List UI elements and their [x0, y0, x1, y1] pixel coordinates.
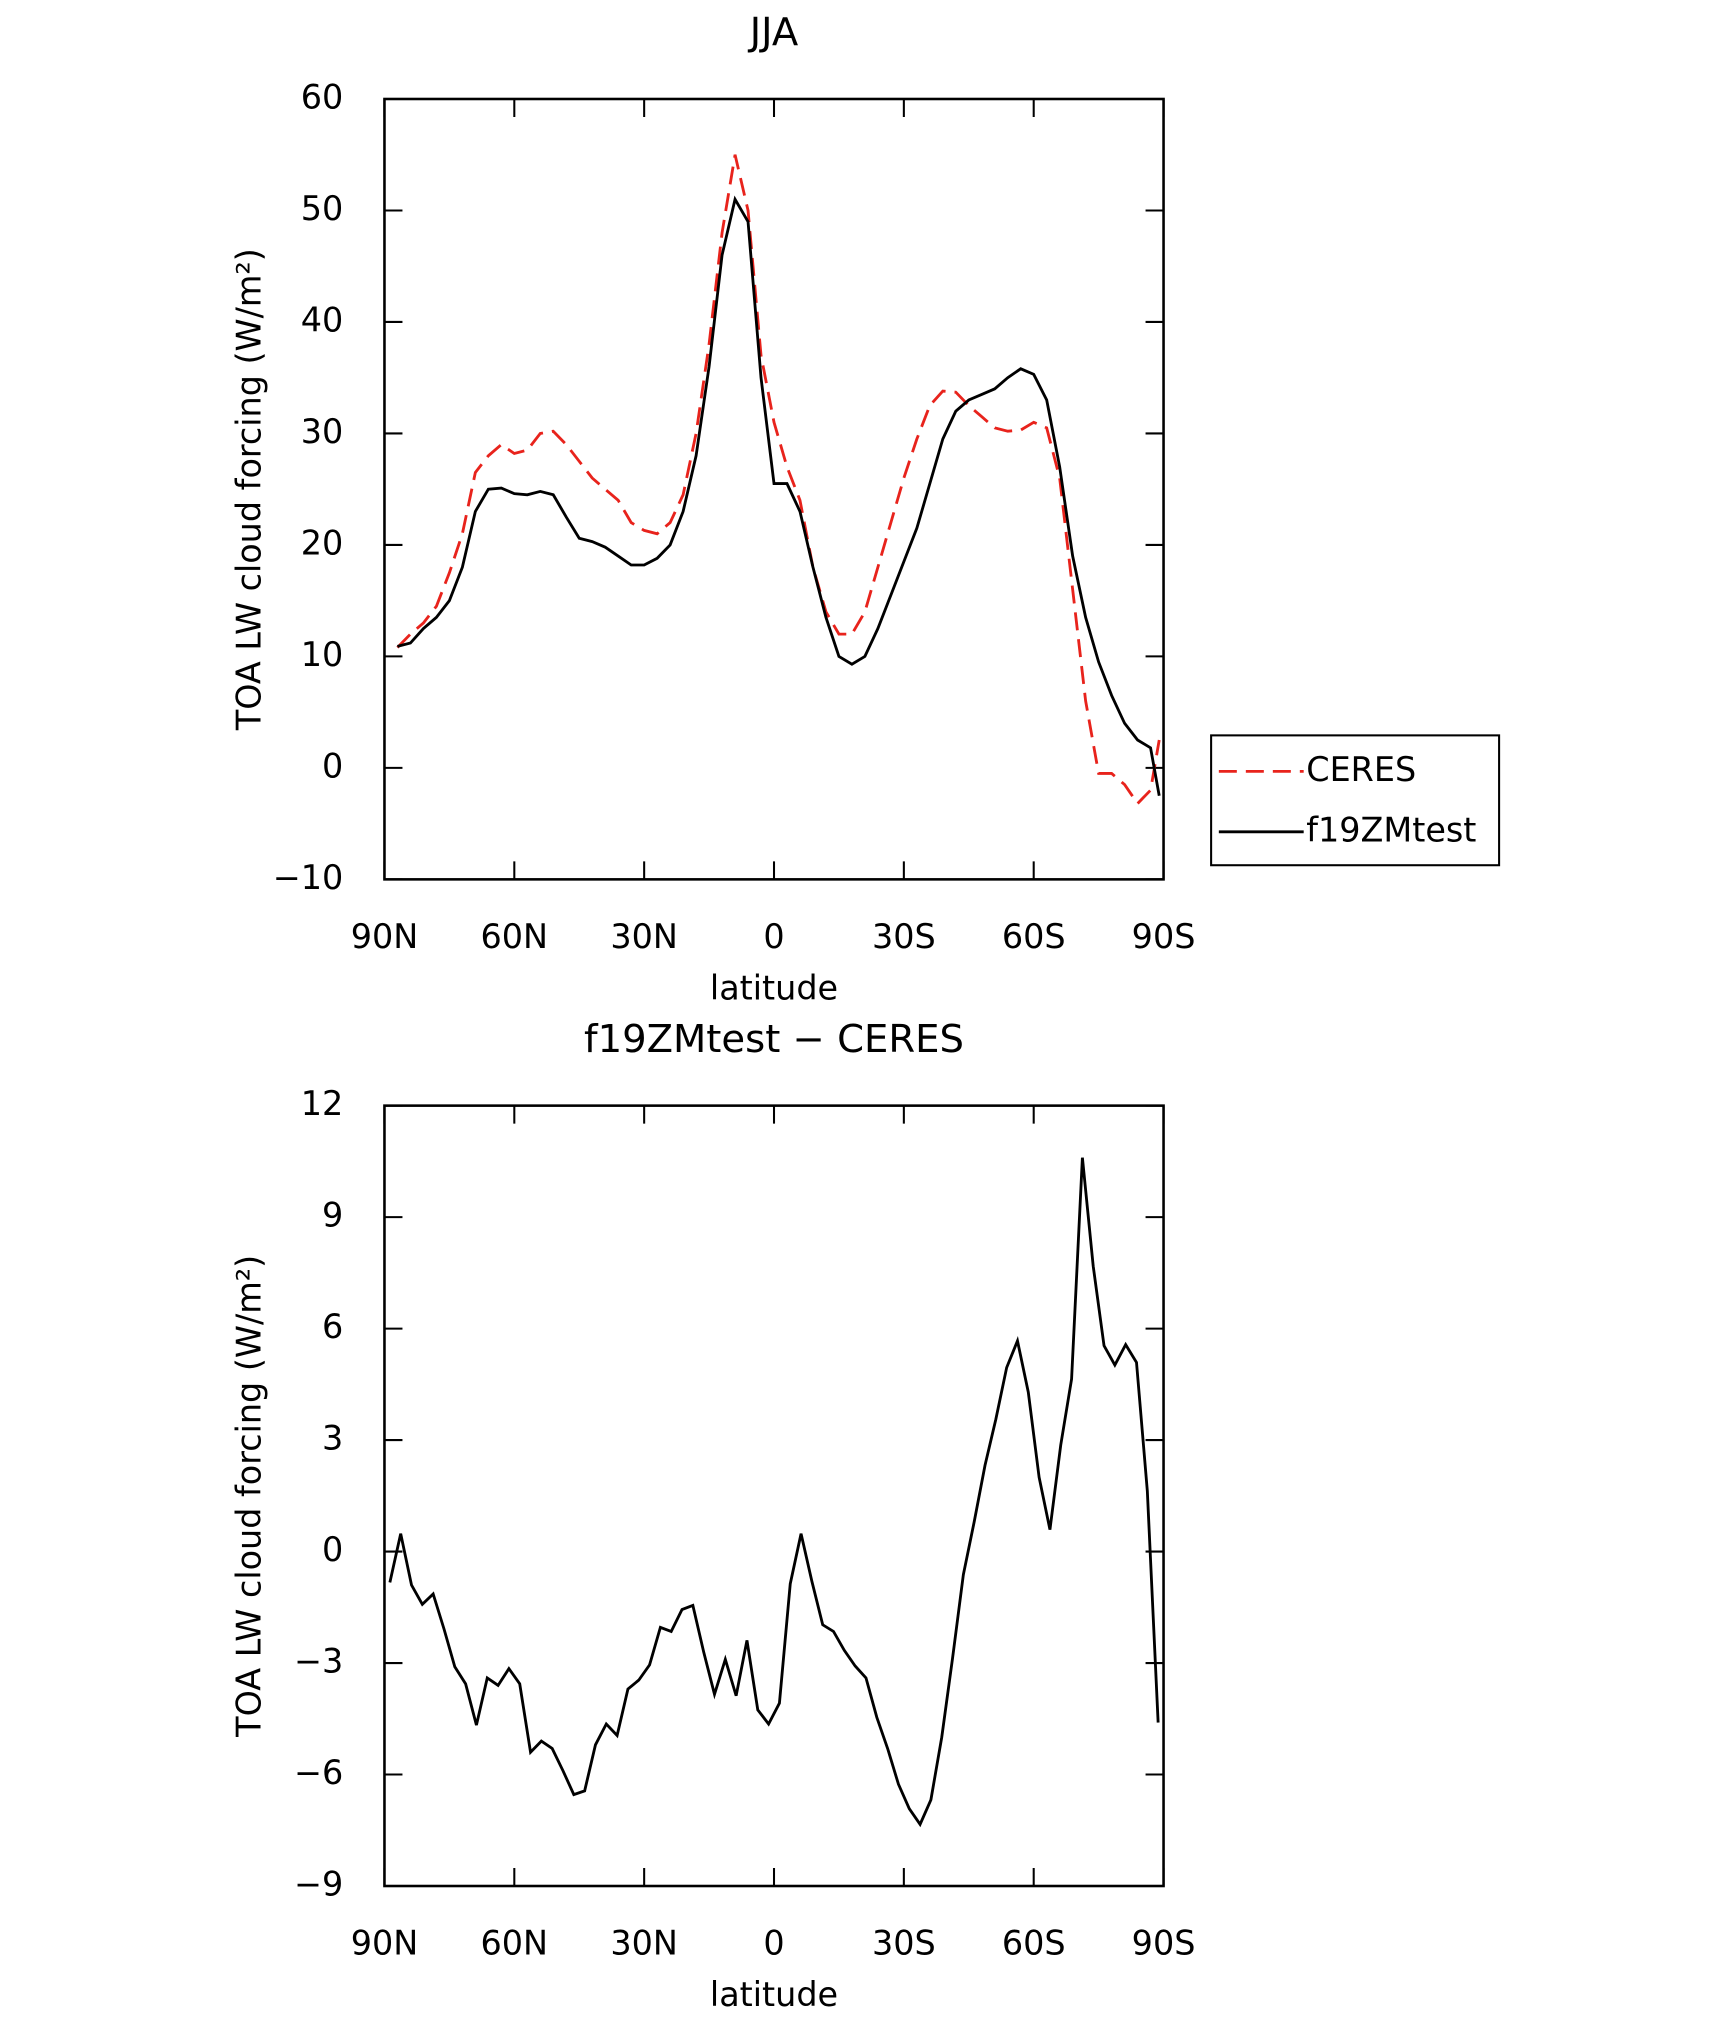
y-tick-label: 10 — [301, 635, 344, 674]
x-tick-label: 0 — [763, 1924, 784, 1963]
y-tick-label: −6 — [294, 1753, 343, 1792]
y-tick-label: 0 — [322, 1530, 343, 1569]
y-tick-label: 50 — [301, 189, 344, 228]
y-tick-label: 12 — [301, 1084, 344, 1123]
y-tick-label: 6 — [322, 1307, 343, 1346]
y-tick-label: 30 — [301, 412, 344, 451]
x-tick-label: 0 — [763, 917, 784, 956]
x-tick-label: 30S — [872, 917, 936, 956]
x-tick-label: 30N — [610, 1924, 678, 1963]
x-axis-label: latitude — [710, 1975, 838, 2014]
x-tick-label: 30S — [872, 1924, 936, 1963]
y-tick-label: 40 — [301, 300, 344, 339]
data-line — [388, 1157, 1160, 1828]
chart-title: JJA — [748, 10, 799, 55]
x-tick-label: 60S — [1002, 917, 1066, 956]
x-tick-label: 60N — [481, 1924, 549, 1963]
plot-frame — [383, 1104, 1165, 1888]
y-tick-label: 20 — [301, 523, 344, 562]
x-tick-label: 30N — [610, 917, 678, 956]
x-axis-label: latitude — [710, 968, 838, 1007]
x-tick-label: 90S — [1132, 917, 1196, 956]
x-tick-label: 90N — [351, 917, 419, 956]
chart-title: f19ZMtest − CERES — [584, 1017, 964, 1062]
legend-label: CERES — [1306, 750, 1416, 789]
y-axis-label: TOA LW cloud forcing (W/m²) — [229, 1255, 268, 1738]
y-tick-label: 0 — [322, 746, 343, 785]
x-tick-label: 60S — [1002, 1924, 1066, 1963]
x-tick-label: 60N — [481, 917, 549, 956]
y-tick-label: −9 — [294, 1865, 343, 1904]
legend-box — [1210, 734, 1501, 867]
x-tick-label: 90S — [1132, 1924, 1196, 1963]
y-axis-label: TOA LW cloud forcing (W/m²) — [229, 248, 268, 731]
y-tick-label: 3 — [322, 1419, 343, 1458]
y-tick-label: −3 — [294, 1642, 343, 1681]
y-tick-label: −10 — [273, 858, 344, 897]
data-line — [396, 154, 1161, 806]
y-tick-label: 9 — [322, 1196, 343, 1235]
data-line — [397, 195, 1161, 797]
legend-label: f19ZMtest — [1306, 810, 1476, 849]
y-tick-label: 60 — [301, 77, 344, 116]
x-tick-label: 90N — [351, 1924, 419, 1963]
